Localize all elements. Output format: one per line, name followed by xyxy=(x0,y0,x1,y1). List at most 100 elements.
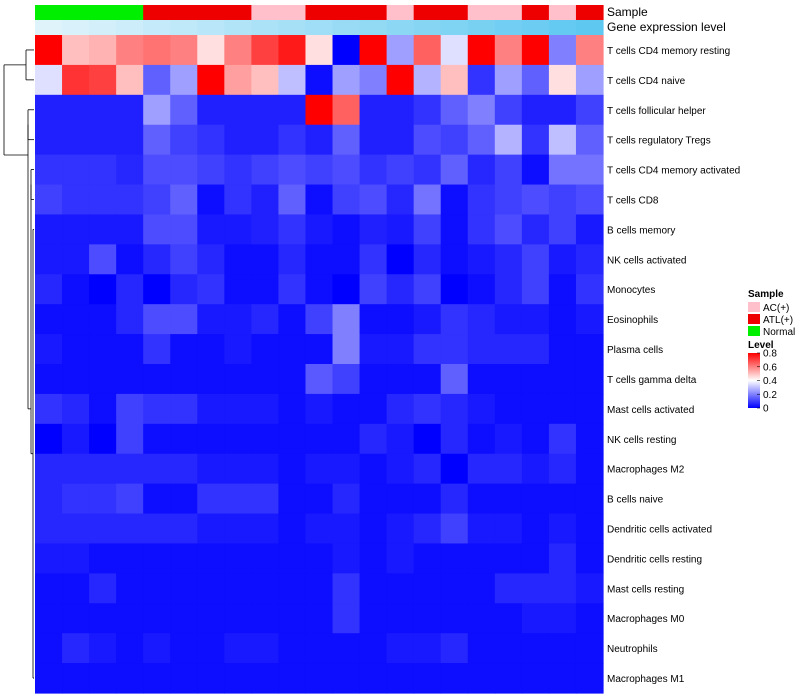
heatmap-cell xyxy=(224,364,252,395)
heatmap-cell xyxy=(386,483,415,515)
annotation-cell xyxy=(521,5,550,20)
heatmap-cell xyxy=(197,633,225,664)
heatmap-cell xyxy=(575,35,604,66)
heatmap-cell xyxy=(224,304,252,335)
heatmap-cell xyxy=(440,364,469,395)
heatmap-cell xyxy=(440,423,469,455)
annotation-cell xyxy=(359,20,388,35)
heatmap-cell xyxy=(575,64,604,96)
heatmap-cell xyxy=(116,94,144,126)
heatmap-cell xyxy=(224,543,252,574)
heatmap-cell xyxy=(278,184,307,216)
heatmap-cell xyxy=(116,483,144,515)
heatmap-cell xyxy=(62,214,90,245)
heatmap-cell xyxy=(170,663,198,694)
heatmap-cell xyxy=(521,304,550,335)
heatmap-cell xyxy=(278,274,307,305)
row-label: B cells naive xyxy=(607,495,664,506)
heatmap-cell xyxy=(251,244,280,275)
heatmap-cell xyxy=(548,244,577,275)
heatmap-cell xyxy=(278,244,307,275)
heatmap-cell xyxy=(548,423,577,455)
heatmap-cell xyxy=(332,214,361,245)
heatmap-cell xyxy=(521,244,550,275)
heatmap-cell xyxy=(143,423,171,455)
heatmap-cell xyxy=(413,603,442,634)
heatmap-cell xyxy=(116,513,144,545)
heatmap-cell xyxy=(278,453,307,485)
heatmap-cell xyxy=(143,214,171,245)
annotation-cell xyxy=(440,5,469,20)
heatmap-cell xyxy=(224,633,252,664)
annotation-cell xyxy=(35,20,63,35)
row-label: Macrophages M2 xyxy=(607,465,685,476)
heatmap-cell xyxy=(89,304,117,335)
heatmap-cell xyxy=(413,184,442,216)
heatmap-cell xyxy=(386,274,415,305)
heatmap-cell xyxy=(575,94,604,126)
heatmap-cell xyxy=(305,603,334,634)
heatmap-cell xyxy=(170,94,198,126)
heatmap-cell xyxy=(440,64,469,96)
legend-swatch xyxy=(748,326,760,336)
heatmap-cell xyxy=(89,184,117,216)
heatmap-cell xyxy=(224,393,252,425)
heatmap-cell xyxy=(143,154,171,186)
heatmap-cell xyxy=(359,214,388,245)
heatmap-cell xyxy=(62,423,90,455)
heatmap-cell xyxy=(386,154,415,186)
heatmap-cell xyxy=(62,364,90,395)
heatmap-cell xyxy=(251,364,280,395)
heatmap-cell xyxy=(440,663,469,694)
heatmap-cell xyxy=(575,274,604,305)
annotation-cell xyxy=(413,5,442,20)
heatmap-cell xyxy=(197,214,225,245)
row-label: Dendritic cells activated xyxy=(607,525,712,536)
heatmap-cell xyxy=(494,334,523,365)
heatmap-cell xyxy=(359,35,388,66)
heatmap-cell xyxy=(548,214,577,245)
heatmap-cell xyxy=(467,94,496,126)
heatmap-cell xyxy=(116,543,144,574)
heatmap-cell xyxy=(305,334,334,365)
heatmap-cell xyxy=(467,334,496,365)
row-label: Eosinophils xyxy=(607,315,658,326)
heatmap-cell xyxy=(251,423,280,455)
heatmap-cell xyxy=(89,573,117,604)
heatmap-cell xyxy=(467,423,496,455)
heatmap-cell xyxy=(305,633,334,664)
heatmap-cell xyxy=(251,214,280,245)
heatmap-cell xyxy=(386,603,415,634)
heatmap-cell xyxy=(521,364,550,395)
heatmap-cell xyxy=(197,393,225,425)
heatmap-cell xyxy=(440,393,469,425)
heatmap-cell xyxy=(143,124,171,156)
heatmap-cell xyxy=(548,64,577,96)
heatmap-cell xyxy=(467,543,496,574)
heatmap-cell xyxy=(548,543,577,574)
heatmap-cell xyxy=(494,543,523,574)
heatmap-cell xyxy=(359,184,388,216)
annotation-cell xyxy=(170,20,198,35)
heatmap-cell xyxy=(575,573,604,604)
heatmap-cell xyxy=(197,423,225,455)
heatmap-cell xyxy=(89,483,117,515)
heatmap-cell xyxy=(467,154,496,186)
heatmap-cell xyxy=(359,663,388,694)
heatmap-cell xyxy=(35,543,63,574)
heatmap-cell xyxy=(413,543,442,574)
heatmap-cell xyxy=(521,543,550,574)
heatmap-cell xyxy=(575,513,604,545)
heatmap-cell xyxy=(89,513,117,545)
heatmap-cell xyxy=(197,483,225,515)
heatmap-cell xyxy=(197,603,225,634)
heatmap-cell xyxy=(467,184,496,216)
legend-tick-label: 0.8 xyxy=(763,349,777,360)
heatmap-cell xyxy=(521,453,550,485)
heatmap-cell xyxy=(116,154,144,186)
heatmap-cell xyxy=(224,603,252,634)
heatmap-cell xyxy=(521,633,550,664)
heatmap-cell xyxy=(440,124,469,156)
heatmap-cell xyxy=(521,64,550,96)
heatmap-cell xyxy=(386,35,415,66)
